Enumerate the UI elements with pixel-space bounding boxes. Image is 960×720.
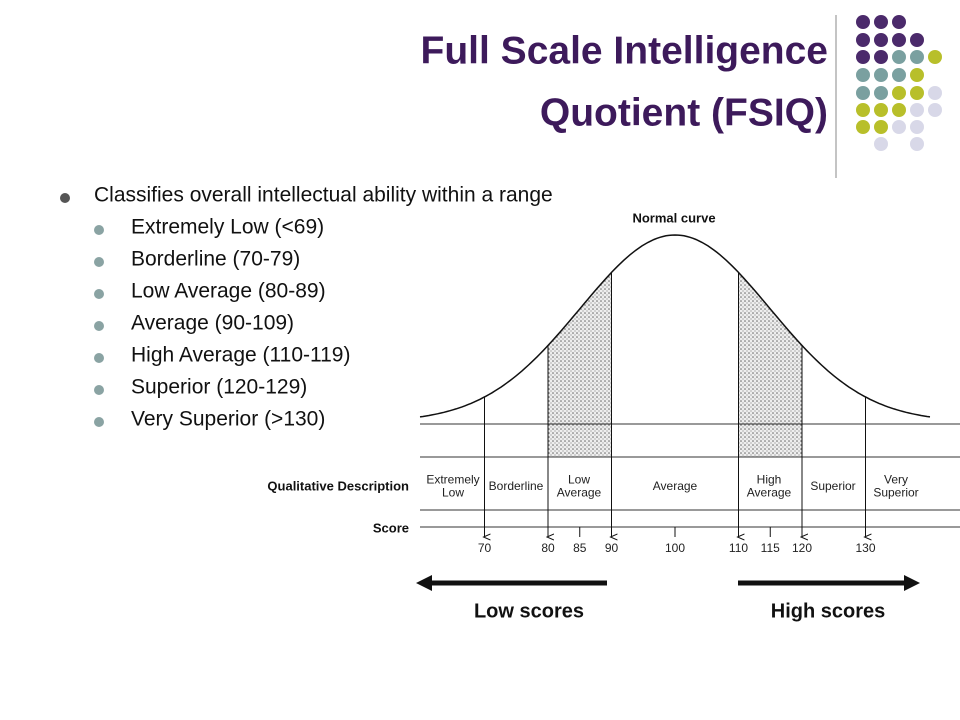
score-label: 110 xyxy=(729,541,748,555)
shaded-region xyxy=(548,272,612,457)
category-label: Superior xyxy=(873,486,918,500)
dot xyxy=(928,86,942,100)
dot xyxy=(892,33,906,47)
dot xyxy=(928,103,942,117)
bullet xyxy=(60,193,70,203)
dot xyxy=(856,50,870,64)
bullet xyxy=(94,257,104,267)
dot xyxy=(910,103,924,117)
bullet-text: Average (90-109) xyxy=(131,312,294,335)
decoration xyxy=(856,15,942,151)
category-label: Superior xyxy=(810,479,855,493)
dot xyxy=(856,86,870,100)
bullet xyxy=(94,385,104,395)
title-line: Full Scale Intelligence xyxy=(421,29,828,72)
dot xyxy=(910,137,924,151)
dot xyxy=(910,50,924,64)
bullet-text: Superior (120-129) xyxy=(131,376,307,399)
dot xyxy=(874,50,888,64)
score-label: 115 xyxy=(761,541,780,555)
score-label: 85 xyxy=(573,541,587,555)
arrow-label: Low scores xyxy=(474,600,584,622)
dot xyxy=(910,86,924,100)
bullet-text: Classifies overall intellectual ability … xyxy=(94,184,553,207)
category-label: Borderline xyxy=(489,479,544,493)
dot xyxy=(892,120,906,134)
category-label: Very xyxy=(884,473,908,487)
dot xyxy=(856,103,870,117)
bullet-text: Extremely Low (<69) xyxy=(131,216,324,239)
bullet-text: Very Superior (>130) xyxy=(131,408,325,431)
dot xyxy=(874,137,888,151)
category-label: Average xyxy=(653,479,698,493)
normal-curve xyxy=(419,234,931,418)
score-label: 70 xyxy=(478,541,492,555)
row-label: Qualitative Description xyxy=(267,478,409,493)
dot xyxy=(856,15,870,29)
score-label: 90 xyxy=(605,541,619,555)
category-label: Low xyxy=(442,486,464,500)
category-label: High xyxy=(757,473,782,487)
category-label: Average xyxy=(747,486,792,500)
dot xyxy=(892,50,906,64)
dot xyxy=(874,86,888,100)
dot xyxy=(928,50,942,64)
dot xyxy=(892,86,906,100)
title-line: Quotient (FSIQ) xyxy=(540,91,828,134)
dot xyxy=(874,120,888,134)
bullet-text: Low Average (80-89) xyxy=(131,280,326,303)
dot xyxy=(874,15,888,29)
dot xyxy=(856,68,870,82)
score-label: 120 xyxy=(792,541,812,555)
arrowhead xyxy=(904,575,920,591)
dot xyxy=(874,33,888,47)
dot xyxy=(910,68,924,82)
bullet xyxy=(94,353,104,363)
bullet xyxy=(94,289,104,299)
dot xyxy=(874,68,888,82)
bullet xyxy=(94,321,104,331)
row-label: Score xyxy=(373,520,409,535)
normal-curve-figure: Normal curve Qualitative Description Score… xyxy=(267,210,960,622)
category-label: Low xyxy=(568,473,590,487)
category-label: Extremely xyxy=(426,473,479,487)
bullet xyxy=(94,225,104,235)
dot xyxy=(892,15,906,29)
dot xyxy=(892,103,906,117)
bullet-text: Borderline (70-79) xyxy=(131,248,300,271)
score-label: 80 xyxy=(541,541,555,555)
arrow-label: High scores xyxy=(771,600,885,622)
dot xyxy=(856,120,870,134)
bullet xyxy=(94,417,104,427)
arrowhead xyxy=(416,575,432,591)
score-label: 130 xyxy=(855,541,875,555)
dot xyxy=(892,68,906,82)
curve-label: Normal curve xyxy=(632,210,715,225)
shaded-region xyxy=(738,272,802,457)
category-label: Average xyxy=(557,486,602,500)
bullet-text: High Average (110-119) xyxy=(131,344,350,367)
dot xyxy=(856,33,870,47)
dot xyxy=(874,103,888,117)
dot xyxy=(910,120,924,134)
dot xyxy=(910,33,924,47)
score-label: 100 xyxy=(665,541,685,555)
